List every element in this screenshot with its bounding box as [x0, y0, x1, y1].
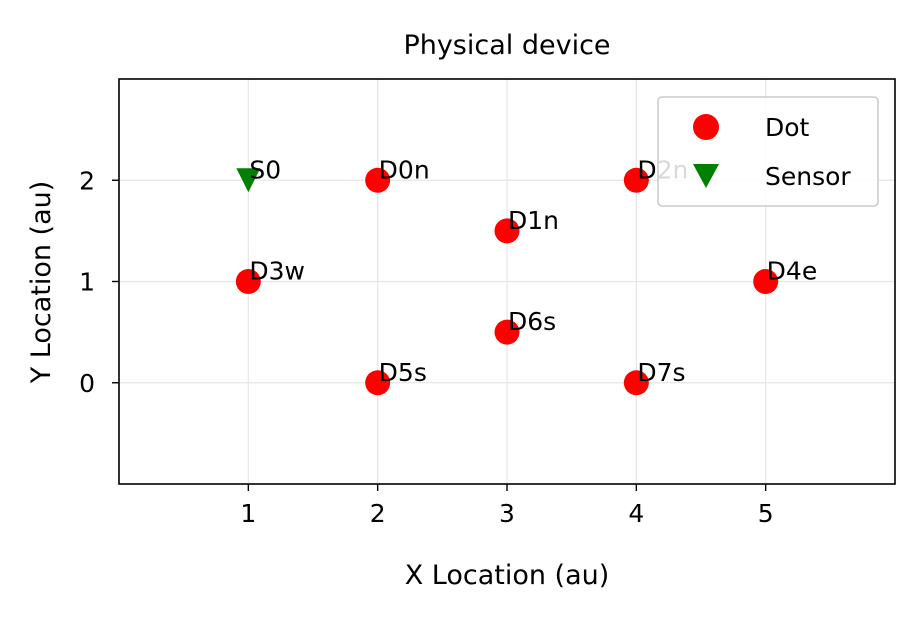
y-axis-label: Y Location (au) — [26, 181, 57, 385]
plot-area-frame — [118, 78, 896, 485]
axis-ticks: 1 2 3 4 5 0 1 2 — [79, 166, 774, 528]
dot-point — [623, 370, 649, 396]
dot-point — [365, 370, 391, 396]
point-label: S0 — [249, 155, 281, 184]
dot-point — [235, 269, 261, 294]
point-label: D6s — [508, 307, 556, 336]
x-tick-label: 5 — [758, 499, 774, 528]
x-tick-label: 4 — [628, 499, 644, 528]
point-label: D4e — [767, 257, 818, 286]
legend-label: Dot — [765, 113, 810, 142]
dot-point — [494, 319, 520, 345]
sensor-point — [236, 168, 261, 193]
dot-point — [753, 269, 779, 294]
point-label: D3w — [249, 257, 305, 286]
legend-dot-marker — [693, 114, 719, 140]
data-points — [235, 167, 779, 396]
point-label: D1n — [508, 206, 559, 235]
dot-point — [623, 167, 649, 193]
dot-point — [494, 218, 520, 244]
point-label: D0n — [379, 155, 430, 184]
x-tick-label: 3 — [499, 499, 515, 528]
point-label: D5s — [379, 358, 427, 387]
x-tick-label: 2 — [370, 499, 386, 528]
y-tick-label: 2 — [79, 166, 95, 195]
chart-title: Physical device — [403, 30, 610, 61]
y-tick-label: 0 — [79, 369, 95, 398]
x-tick-label: 1 — [240, 499, 256, 528]
y-tick-label: 1 — [79, 268, 95, 297]
x-axis-label: X Location (au) — [405, 560, 610, 591]
legend-sensor-marker — [693, 164, 719, 188]
legend: Dot Sensor — [657, 96, 879, 207]
dot-point — [365, 167, 391, 193]
point-label: D7s — [637, 358, 685, 387]
legend-label: Sensor — [765, 162, 851, 191]
